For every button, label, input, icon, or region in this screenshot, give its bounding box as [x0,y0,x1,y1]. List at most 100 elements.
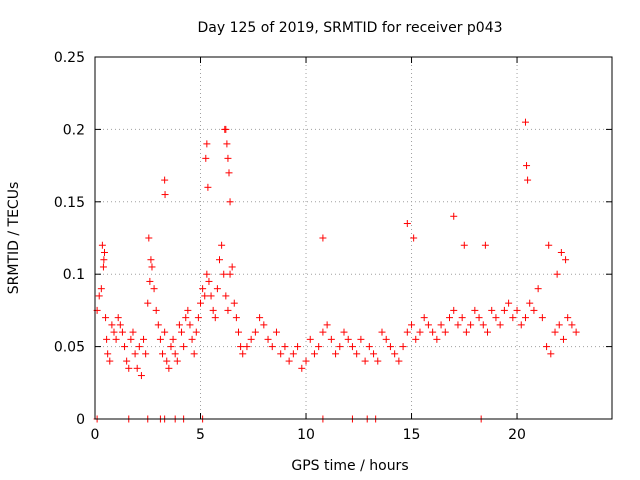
data-point [140,335,148,343]
data-point [395,357,403,365]
y-tick-label: 0.05 [54,340,85,356]
data-point [202,154,210,162]
data-point [298,364,306,372]
data-point [294,343,302,351]
data-point [222,125,230,133]
data-point [545,241,553,249]
data-point [159,350,167,358]
data-point [203,270,211,278]
data-point [310,350,318,358]
data-point [505,299,513,307]
data-point [500,306,508,314]
data-point [165,364,173,372]
data-point [154,321,162,329]
data-point [148,263,156,271]
data-point [146,277,154,285]
data-point [123,357,131,365]
data-point [243,343,251,351]
data-point [370,350,378,358]
data-point [97,285,105,293]
data-point [192,328,200,336]
data-point [114,314,122,322]
data-point [234,328,242,336]
data-point [543,343,551,351]
data-point [534,285,542,293]
data-point [386,343,394,351]
y-tick-label: 0 [76,412,85,428]
data-point [173,357,181,365]
data-point [95,292,103,300]
data-point [100,248,108,256]
data-point [99,263,107,271]
data-point [509,314,517,322]
data-point [224,306,232,314]
data-point [230,299,238,307]
data-point [530,306,538,314]
data-point [496,321,504,329]
data-point [116,321,124,329]
data-point [268,343,276,351]
chart-title: Day 125 of 2019, SRMTID for receiver p04… [197,20,502,36]
data-point [403,328,411,336]
data-point [222,292,230,300]
x-tick-label: 10 [297,427,315,443]
data-point [129,328,137,336]
data-point [285,357,293,365]
data-point [144,299,152,307]
data-point [289,350,297,358]
data-point [163,357,171,365]
data-point [127,335,135,343]
data-point [226,270,234,278]
data-point [437,321,445,329]
data-point [382,335,390,343]
x-tick-label: 15 [403,427,421,443]
data-point [429,328,437,336]
data-point [433,335,441,343]
data-point [207,292,215,300]
data-point [568,321,576,329]
data-point [180,343,188,351]
data-points [93,118,580,423]
data-point [98,241,106,249]
data-point [475,314,483,322]
data-point [161,191,169,199]
data-point [205,277,213,285]
data-point [225,169,233,177]
data-point [125,364,133,372]
x-tick-label: 5 [196,427,205,443]
data-point [551,328,559,336]
data-point [182,314,190,322]
data-point [224,154,232,162]
data-point [264,335,272,343]
data-point [467,321,475,329]
data-point [336,343,344,351]
axis-ticks: 0 5 10 15 20 0 0.05 0.1 0.15 0.2 0.25 [54,50,612,443]
data-point [441,328,449,336]
data-point [156,335,164,343]
data-point [197,299,205,307]
data-point [104,350,112,358]
data-point [319,328,327,336]
data-point [118,328,126,336]
data-point [564,314,572,322]
data-point [315,343,323,351]
data-point [256,314,264,322]
data-point [479,321,487,329]
data-point [481,241,489,249]
data-point [178,328,186,336]
data-point [167,343,175,351]
y-tick-label: 0.1 [63,267,85,283]
data-point [199,285,207,293]
data-point [110,328,118,336]
data-point [184,306,192,314]
data-point [460,241,468,249]
data-point [412,335,420,343]
data-point [190,350,198,358]
data-point [492,314,500,322]
data-point [332,350,340,358]
data-point [239,350,247,358]
data-point [237,343,245,351]
y-tick-label: 0.25 [54,50,85,66]
data-point [102,314,110,322]
